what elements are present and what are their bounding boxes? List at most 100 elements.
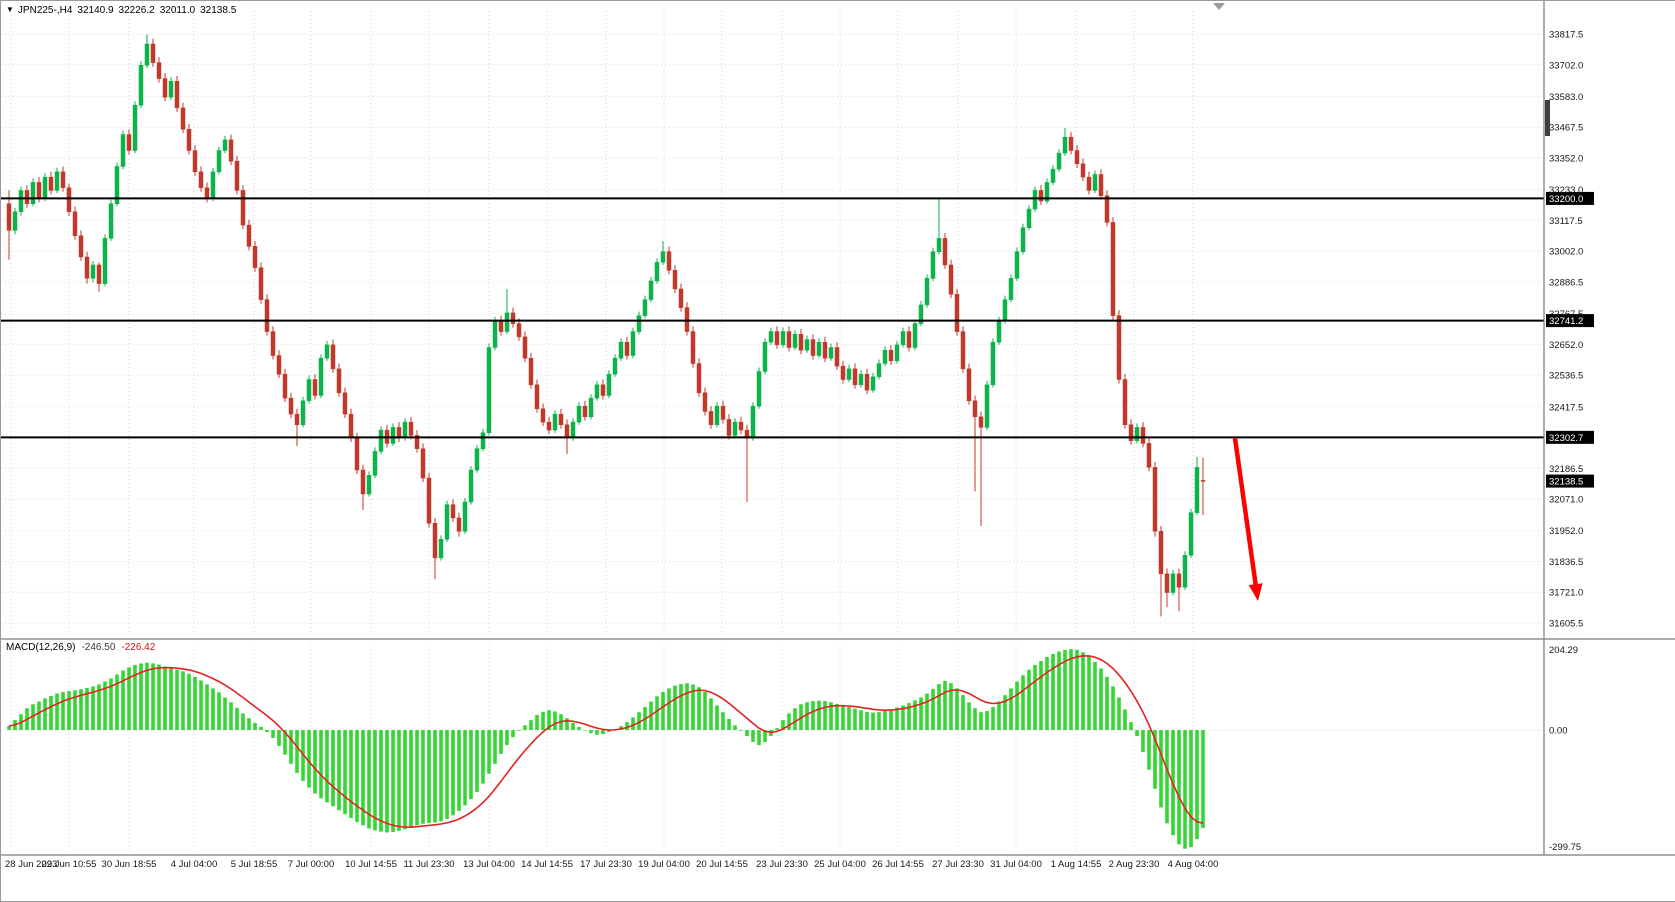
macd-histogram-bar	[751, 730, 755, 742]
macd-histogram-bar	[61, 691, 65, 731]
macd-histogram-bar	[877, 712, 881, 731]
candle-body	[390, 427, 396, 444]
arrow-shaft[interactable]	[1232, 437, 1259, 589]
price-tick-label: 32886.5	[1549, 277, 1583, 288]
price-axis[interactable]: 33200.0 32741.2 32302.7 32138.5 33817.5 33702…	[1546, 30, 1594, 854]
macd-histogram-bar	[169, 668, 173, 731]
candle-body	[852, 368, 858, 386]
macd-histogram-bar	[715, 705, 719, 731]
price-tick-label: 32071.0	[1549, 495, 1583, 506]
hline-badge	[1546, 430, 1594, 444]
macd-histogram-bar	[625, 722, 629, 731]
macd-histogram-bar	[1027, 669, 1031, 731]
macd-histogram-bar	[259, 726, 263, 731]
macd-histogram-bar	[1009, 688, 1013, 731]
chart-shift-marker-icon[interactable]	[1213, 3, 1225, 10]
candle-body	[996, 320, 1002, 343]
macd-histogram-bar	[157, 664, 161, 731]
candle-body	[1104, 195, 1110, 223]
macd-histogram-bar	[535, 714, 539, 731]
macd-histogram-bar	[739, 730, 743, 731]
macd-histogram-bar	[859, 710, 863, 731]
macd-histogram-bar	[595, 730, 599, 735]
price-tick-label: 33117.5	[1549, 216, 1583, 227]
candle-body	[1146, 443, 1152, 468]
ohlc-high-value: 32226.2	[118, 5, 155, 16]
macd-histogram-bar	[1141, 730, 1145, 752]
candle-body	[660, 251, 666, 263]
candle-body	[102, 238, 108, 284]
macd-histogram-bar	[757, 730, 761, 746]
down-arrow-annotation[interactable]	[1232, 437, 1263, 601]
macd-histogram-bar	[931, 688, 935, 731]
horizontal-line-objects[interactable]	[1, 197, 1544, 439]
macd-histogram-bar	[691, 684, 695, 731]
candle-body	[6, 203, 12, 231]
macd-histogram-bar	[265, 730, 269, 733]
ohlc-close-value: 32138.5	[200, 5, 237, 16]
candle-body	[906, 331, 912, 348]
macd-histogram-bar	[865, 711, 869, 731]
candle-body	[1164, 573, 1170, 593]
macd-histogram-bar	[991, 707, 995, 731]
macd-histogram-bar	[355, 730, 359, 823]
candle-body	[330, 344, 336, 370]
macd-histogram-bar	[493, 730, 497, 764]
macd-histogram-bar	[337, 730, 341, 811]
candle-body	[1014, 251, 1020, 279]
candle-body	[1038, 190, 1044, 202]
macd-histogram-bar	[541, 711, 545, 731]
candle-body	[114, 166, 120, 205]
macd-axis-max-label: 204.29	[1549, 645, 1578, 656]
macd-histogram-bar	[973, 708, 977, 731]
arrow-head[interactable]	[1248, 583, 1263, 601]
symbol-dropdown-icon[interactable]: ▼	[6, 5, 14, 14]
candle-body	[1152, 467, 1158, 532]
candle-body	[192, 150, 198, 173]
time-tick-label: 26 Jul 14:55	[872, 859, 924, 870]
candle-body	[858, 373, 864, 386]
macd-histogram-bar	[733, 725, 737, 731]
candle-body	[1128, 424, 1134, 441]
macd-histogram-bar	[775, 728, 779, 731]
candle-body	[438, 539, 444, 559]
macd-histogram-bar	[121, 670, 125, 731]
macd-histogram-bar	[439, 730, 443, 822]
macd-histogram-bar	[1159, 730, 1163, 808]
candle-body	[972, 400, 978, 418]
macd-histogram-bar	[835, 703, 839, 731]
macd-histogram-bar	[421, 730, 425, 824]
candle-body	[600, 384, 606, 396]
candle-body	[720, 405, 726, 420]
candle-body	[822, 341, 828, 359]
candle-body	[930, 251, 936, 279]
candle-body	[804, 339, 810, 351]
candle-body	[426, 477, 432, 524]
macd-histogram-bar	[127, 667, 131, 731]
candle-body	[990, 341, 996, 386]
macd-histogram-bar	[1069, 649, 1073, 731]
candle-body	[876, 363, 882, 378]
candle-body	[468, 469, 474, 503]
candle-body	[108, 203, 114, 239]
macd-histogram-bar	[97, 684, 101, 731]
macd-histogram-bar	[1051, 653, 1055, 731]
candle-body	[708, 411, 714, 426]
candle-body	[690, 331, 696, 364]
scrollbar-thumb[interactable]	[1545, 100, 1550, 136]
candle-body	[834, 347, 840, 367]
candlestick-series	[6, 34, 1206, 617]
candle-body	[936, 238, 942, 252]
macd-histogram-bar	[115, 674, 119, 731]
macd-histogram-bar	[727, 718, 731, 731]
candle-body	[954, 294, 960, 332]
macd-histogram-bar	[241, 713, 245, 731]
macd-histogram-bar	[565, 718, 569, 731]
macd-histogram-bar	[1153, 730, 1157, 789]
macd-histogram-bar	[103, 681, 107, 731]
candle-body	[786, 331, 792, 348]
candle-body	[1116, 315, 1122, 380]
ohlc-open-value: 32140.9	[77, 5, 114, 16]
